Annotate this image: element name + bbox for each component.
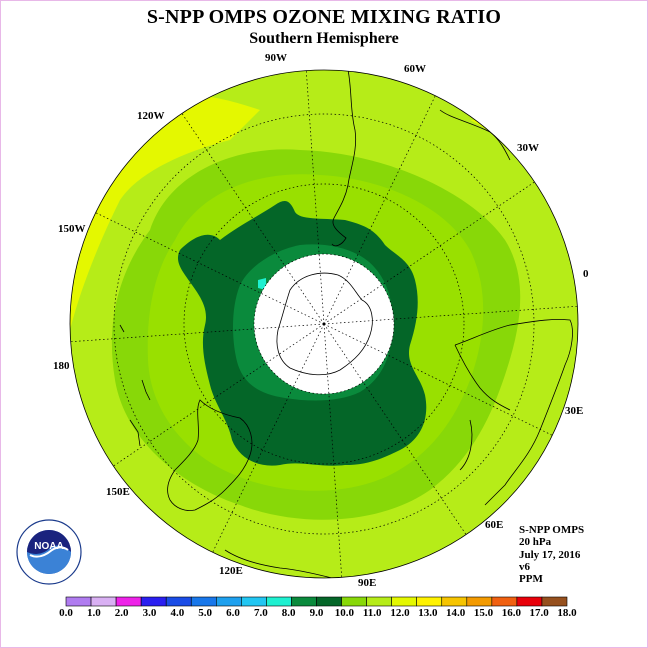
color-bar-tick-label: 12.0 [390,607,410,619]
lon-label-60w: 60W [404,63,426,75]
map-subtitle: Southern Hemisphere [249,30,399,47]
noaa-logo: NOAA [16,519,82,585]
color-bar-tick-label: 16.0 [501,607,521,619]
lon-label-150e: 150E [106,486,130,498]
color-bar-tick-label: 9.0 [309,607,324,619]
lon-label-180: 180 [53,360,70,372]
lat-circle [113,113,535,535]
color-bar-tick-label: 6.0 [226,607,240,619]
new-zealand-south [129,419,141,447]
color-bar-tick-label: 1.0 [86,607,101,619]
color-bar-tick-label: 14.0 [446,607,466,619]
color-bar-tick-label: 2.0 [114,607,129,619]
lon-label-90w: 90W [265,52,287,64]
coastlines [119,70,573,578]
color-bar-tick-label: 8.0 [281,607,296,619]
new-zealand-north [141,379,151,401]
color-bar-tick-label: 15.0 [473,607,494,619]
lat-circle [253,253,395,395]
color-bar-tick-label: 5.0 [198,607,213,619]
island [119,324,125,333]
color-bar-tick-label: 18.0 [557,607,577,619]
map-rim [69,69,579,579]
lon-label-90e: 90E [358,577,377,589]
lon-label-0: 0 [583,268,589,280]
band-13-14-sw [70,560,230,578]
color-bar-tick-label: 11.0 [362,607,382,619]
info-units: PPM [519,573,543,586]
australia-coast [167,399,253,511]
asia-coast [224,549,341,578]
graticule [70,70,578,578]
south-america-coast [331,70,357,247]
info-instrument: S-NPP OMPS [519,524,585,536]
info-version: v6 [519,560,530,573]
lat-circle [183,183,465,465]
lon-label-150w: 150W [58,223,86,235]
madagascar [459,419,473,471]
color-bar-tick-label: 17.0 [529,607,549,619]
logo-text: NOAA [34,541,63,552]
color-bar-tick-label: 0.0 [59,607,73,619]
color-bar-tick-label: 10.0 [334,607,354,619]
color-bar-tick-label: 7.0 [253,607,268,619]
band-7-8 [258,278,266,290]
africa-south-tip [454,344,511,411]
color-bar-tick-label: 3.0 [142,607,157,619]
lon-label-60e: 60E [485,519,504,531]
color-bar-tick-label: 4.0 [170,607,185,619]
info-block: S-NPP OMPS 20 hPa July 17, 2016 v6 PPM [519,524,584,585]
lon-label-120e: 120E [219,565,243,577]
color-bar-tick-label: 13.0 [418,607,438,619]
info-date: July 17, 2016 [519,548,581,561]
lon-label-120w: 120W [137,110,165,122]
map-title: S-NPP OMPS OZONE MIXING RATIO [146,6,502,28]
antarctica-coast [276,272,373,376]
lon-label-30e: 30E [565,405,584,417]
south-pole-dot [322,322,326,326]
lon-label-30w: 30W [517,142,539,154]
info-level: 20 hPa [519,536,552,549]
africa-coast [454,319,573,506]
